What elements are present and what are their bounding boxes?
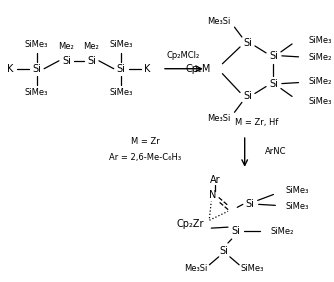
Text: SiMe₃: SiMe₃ xyxy=(286,186,309,195)
Text: SiMe₂: SiMe₂ xyxy=(309,53,332,62)
Text: Me₃Si: Me₃Si xyxy=(207,17,231,26)
Text: SiMe₂: SiMe₂ xyxy=(271,227,294,235)
Text: ArNC: ArNC xyxy=(265,147,287,157)
Text: Me₃Si: Me₃Si xyxy=(184,264,207,273)
Text: Me₂: Me₂ xyxy=(58,42,74,51)
Text: SiMe₃: SiMe₃ xyxy=(110,88,133,97)
Text: SiMe₃: SiMe₃ xyxy=(309,97,332,106)
Text: M = Zr: M = Zr xyxy=(131,138,160,146)
Text: Si: Si xyxy=(269,51,278,61)
Text: Si: Si xyxy=(231,226,240,236)
Text: SiMe₃: SiMe₃ xyxy=(286,202,309,211)
Text: Cp₂Zr: Cp₂Zr xyxy=(176,219,204,229)
Text: Si: Si xyxy=(269,79,278,89)
Text: Ar: Ar xyxy=(210,175,220,185)
Text: M = Zr, Hf: M = Zr, Hf xyxy=(235,118,279,127)
Text: N: N xyxy=(209,190,217,201)
Text: Cp₂MCl₂: Cp₂MCl₂ xyxy=(167,51,200,60)
Text: Me₂: Me₂ xyxy=(84,42,99,51)
Text: Si: Si xyxy=(62,56,71,66)
Text: Si: Si xyxy=(243,38,252,48)
Text: Si: Si xyxy=(220,246,229,256)
Text: SiMe₂: SiMe₂ xyxy=(309,77,332,86)
Text: Ar = 2,6-Me-C₆H₃: Ar = 2,6-Me-C₆H₃ xyxy=(109,153,181,162)
Text: Si: Si xyxy=(243,91,252,102)
Text: SiMe₃: SiMe₃ xyxy=(309,36,332,45)
Text: Si: Si xyxy=(117,64,126,74)
Text: Si: Si xyxy=(32,64,41,74)
Text: Me₃Si: Me₃Si xyxy=(207,114,231,123)
Text: K: K xyxy=(7,64,14,74)
Text: SiMe₃: SiMe₃ xyxy=(241,264,264,273)
Text: Si: Si xyxy=(87,56,96,66)
Text: SiMe₃: SiMe₃ xyxy=(110,40,133,49)
Text: K: K xyxy=(144,64,150,74)
Text: Cp₂M: Cp₂M xyxy=(186,64,211,74)
Text: SiMe₃: SiMe₃ xyxy=(25,88,48,97)
Text: Si: Si xyxy=(246,199,255,209)
Text: SiMe₃: SiMe₃ xyxy=(25,40,48,49)
